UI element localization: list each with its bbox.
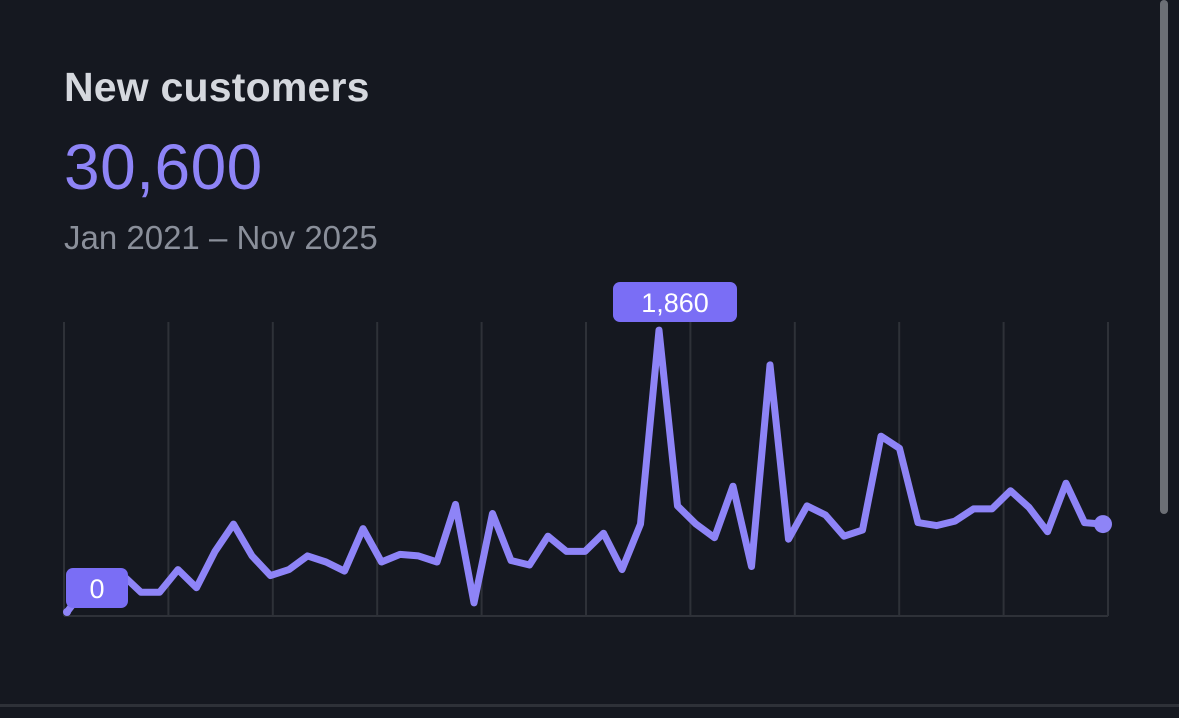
date-range: Jan 2021 – Nov 2025 [64,219,378,256]
line-layer [63,326,1112,616]
badge-label: 1,860 [641,288,709,318]
card-title: New customers [64,64,370,110]
grid-layer [63,322,1109,617]
endpoint-marker [1094,515,1112,534]
label-layer: 1,860 0 [66,282,737,608]
peak-value-badge: 1,860 [613,282,737,322]
scrollbar[interactable] [1160,0,1168,514]
series-line [63,326,1107,616]
start-value-badge: 0 [66,568,128,608]
total-value: 30,600 [64,131,263,203]
badge-background [613,282,737,322]
start-marker [63,608,71,616]
badge-background [66,568,128,608]
badge-label: 0 [89,574,104,604]
bottom-divider [0,704,1179,707]
